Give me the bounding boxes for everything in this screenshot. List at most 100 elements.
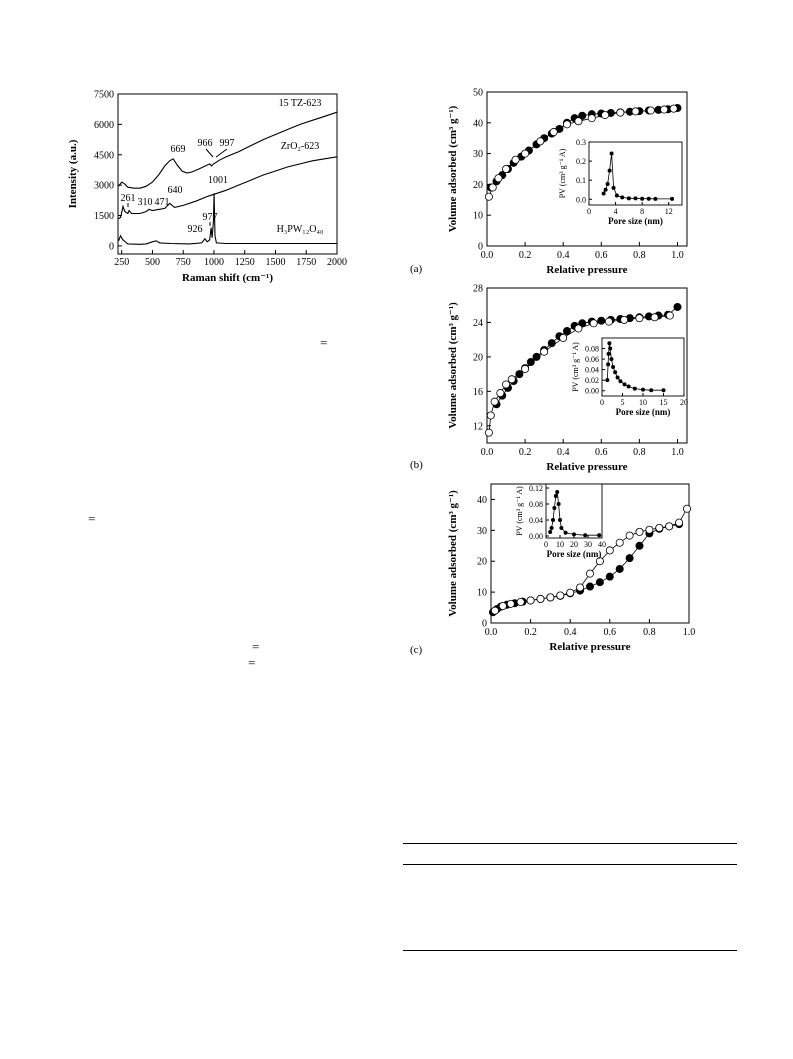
iso_a-desorption-point bbox=[502, 164, 511, 173]
iso_a-desorption-point bbox=[587, 114, 596, 123]
iso_b-desorption-point bbox=[507, 375, 516, 384]
iso_a-y-tick-label: 40 bbox=[473, 118, 483, 129]
iso_a-inset-x-tick-label: 8 bbox=[640, 207, 644, 216]
iso_b-desorption-point bbox=[502, 380, 511, 389]
iso_b-desorption-point bbox=[559, 333, 568, 342]
iso_c-inset-y-tick-label: 0.04 bbox=[529, 516, 543, 525]
iso_a-desorption-point bbox=[484, 192, 493, 201]
iso_c-adsorption-point bbox=[615, 564, 624, 573]
iso_b-inset-point bbox=[605, 378, 610, 383]
raman-series-line-1 bbox=[118, 156, 338, 220]
iso_c-adsorption-point bbox=[635, 541, 644, 550]
iso_a-desorption-point bbox=[488, 183, 497, 192]
iso_c-x-tick-label: 0.8 bbox=[643, 627, 656, 638]
iso_b-inset-point bbox=[607, 341, 612, 346]
iso_b-y-tick-label: 16 bbox=[473, 387, 483, 398]
iso_b-desorption-point bbox=[665, 311, 674, 320]
raman-peak-label: 310 bbox=[138, 197, 153, 208]
raman-x-tick-label: 2000 bbox=[327, 257, 347, 268]
iso_a-desorption-point bbox=[646, 106, 655, 115]
iso_b-inset-x-label: Pore size (nm) bbox=[616, 407, 671, 417]
iso_a-inset-point bbox=[611, 185, 616, 190]
iso_b-inset-point bbox=[626, 384, 631, 389]
iso_c-y-tick-label: 30 bbox=[477, 526, 487, 537]
raman-y-tick-label: 6000 bbox=[94, 120, 114, 131]
iso_c-desorption-point bbox=[645, 525, 654, 534]
iso_a-inset-x-tick-label: 12 bbox=[665, 207, 673, 216]
raman-peak-label: 669 bbox=[171, 144, 186, 155]
iso_b-desorption-point bbox=[521, 364, 530, 373]
iso_a-y-tick-label: 30 bbox=[473, 149, 483, 160]
iso_a-desorption-point bbox=[669, 104, 678, 113]
iso_a-inset-x-tick-label: 0 bbox=[587, 207, 591, 216]
iso_a-inset-y-tick-label: 0.3 bbox=[576, 138, 586, 147]
table-rule-mid bbox=[403, 864, 737, 865]
iso_c-inset-point bbox=[552, 506, 557, 510]
iso_b-inset-x-tick-label: 20 bbox=[680, 398, 688, 407]
iso_b-panel-label: (b) bbox=[410, 459, 423, 471]
iso_a-inset-point bbox=[653, 196, 658, 201]
iso_b-x-tick-label: 0.2 bbox=[519, 447, 532, 458]
iso_a-x-tick-label: 0.8 bbox=[633, 250, 646, 261]
raman-x-tick-label: 500 bbox=[145, 257, 160, 268]
iso_c-desorption-point bbox=[516, 597, 525, 606]
iso_c-inset-y-tick-label: 0.00 bbox=[529, 532, 543, 541]
iso_c-desorption-point bbox=[526, 596, 535, 605]
iso_a-inset-point bbox=[626, 196, 631, 201]
raman-series-label: 15 TZ-623 bbox=[279, 98, 322, 109]
iso_b-x-tick-label: 0.0 bbox=[481, 447, 494, 458]
iso_c-inset-x-tick-label: 40 bbox=[598, 540, 606, 549]
table-rule-top bbox=[403, 843, 737, 844]
iso_a-y-axis-label: Volume adsorbed (cm³ g⁻¹) bbox=[447, 105, 459, 232]
iso_a-inset-point bbox=[646, 196, 651, 201]
iso_b-adsorption-point bbox=[563, 327, 572, 336]
iso_c-inset-point bbox=[549, 526, 554, 530]
iso_b-x-axis-label: Relative pressure bbox=[546, 461, 627, 473]
iso_b-inset-y-tick-label: 0.00 bbox=[585, 387, 599, 396]
iso_b-x-tick-label: 0.8 bbox=[633, 447, 646, 458]
iso_c-inset-point bbox=[555, 490, 560, 494]
iso_a-x-tick-label: 1.0 bbox=[671, 250, 684, 261]
iso_c-y-tick-label: 10 bbox=[477, 588, 487, 599]
iso_a-desorption-point bbox=[660, 105, 669, 114]
iso_c-x-tick-label: 1.0 bbox=[683, 627, 696, 638]
iso_c-desorption-point bbox=[625, 531, 634, 540]
raman-peak-label: 997 bbox=[220, 138, 235, 149]
iso_a-desorption-point bbox=[616, 108, 625, 117]
iso_b-desorption-point bbox=[486, 411, 495, 420]
iso_c-adsorption-point bbox=[605, 572, 614, 581]
iso_b-inset-point bbox=[609, 357, 614, 362]
iso_a-inset-point bbox=[640, 196, 645, 201]
iso_c-desorption-point bbox=[615, 538, 624, 547]
iso_a-inset-frame bbox=[588, 141, 683, 206]
iso_c-inset-point bbox=[556, 502, 561, 506]
iso_b-inset-x-tick-label: 10 bbox=[639, 398, 647, 407]
stray-equals-3: = bbox=[252, 639, 260, 654]
iso_b-desorption-point bbox=[496, 389, 505, 398]
iso_c-inset-point bbox=[558, 518, 562, 522]
iso_b-y-tick-label: 24 bbox=[473, 318, 483, 329]
iso_a-desorption-point bbox=[574, 117, 583, 126]
iso_a-inset-point bbox=[605, 182, 610, 186]
iso_b-inset-point bbox=[618, 379, 623, 384]
iso_c-inset-point bbox=[583, 533, 588, 538]
iso_c-adsorption-point bbox=[586, 582, 595, 591]
iso_c-desorption-point bbox=[683, 504, 692, 513]
raman-y-tick-label: 7500 bbox=[94, 90, 114, 101]
iso_a-desorption-point bbox=[631, 107, 640, 116]
raman-x-axis-label: Raman shift (cm⁻¹) bbox=[182, 272, 273, 284]
iso_a-desorption-point bbox=[536, 137, 545, 146]
iso_a-inset-y-tick-label: 0.0 bbox=[576, 195, 586, 204]
raman-y-tick-label: 0 bbox=[109, 241, 114, 252]
raman-x-tick-label: 1750 bbox=[296, 257, 316, 268]
raman-plot-frame bbox=[117, 93, 338, 255]
stray-equals-4: = bbox=[248, 655, 256, 670]
iso_a-inset-point bbox=[607, 168, 612, 173]
iso_b-desorption-point bbox=[650, 313, 659, 322]
iso_b-y-tick-label: 28 bbox=[473, 284, 483, 295]
iso_b-inset-y-tick-label: 0.06 bbox=[585, 355, 599, 364]
iso_c-inset-point bbox=[559, 526, 564, 530]
iso_b-desorption-point bbox=[540, 347, 549, 356]
iso_c-inset-y-tick-label: 0.08 bbox=[529, 500, 543, 509]
